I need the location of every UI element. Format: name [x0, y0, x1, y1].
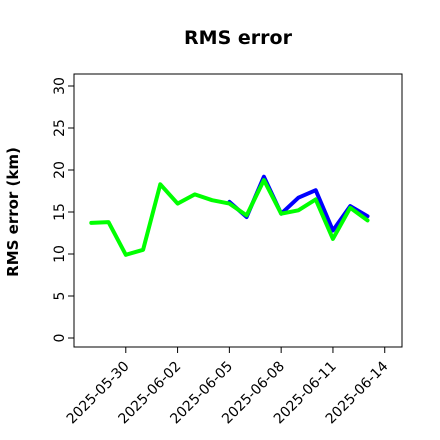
- y-tick-label: 10: [52, 245, 68, 263]
- y-tick-label: 25: [52, 119, 68, 137]
- series-line-1: [227, 174, 370, 233]
- chart-title: RMS error: [184, 27, 293, 49]
- y-tick-label: 0: [52, 334, 68, 343]
- y-tick-label: 30: [52, 77, 68, 95]
- series-line-2: [89, 178, 370, 257]
- y-tick-label: 20: [52, 161, 68, 179]
- y-axis: 0 5 10 15 20 25 30: [52, 77, 74, 342]
- x-axis: 2025-05-302025-06-022025-06-052025-06-08…: [64, 347, 392, 427]
- y-tick-label: 5: [52, 292, 68, 301]
- y-axis-label: RMS error (km): [4, 147, 22, 277]
- plot-frame: [73, 73, 403, 348]
- series-layer: [89, 174, 370, 257]
- y-tick-label: 15: [52, 203, 68, 221]
